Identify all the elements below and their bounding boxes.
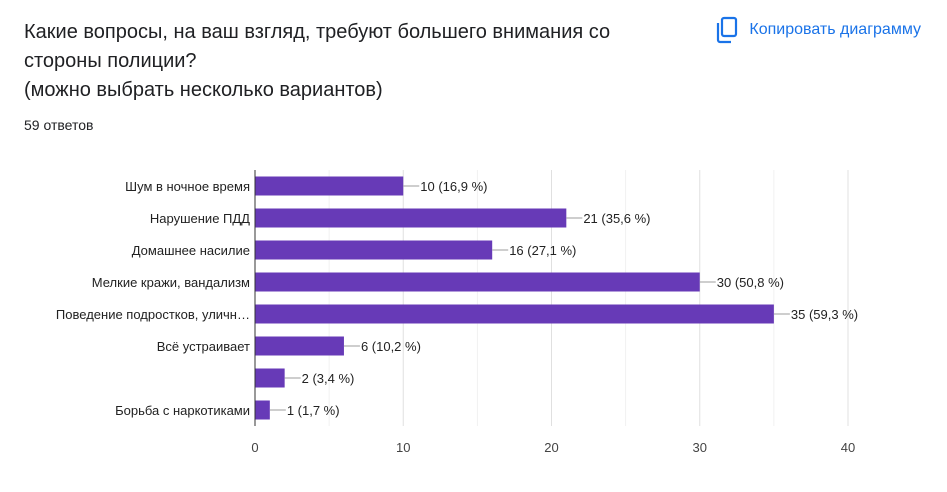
data-label: 2 (3,4 %) (302, 371, 355, 386)
responses-count: 59 ответов (24, 117, 94, 133)
bar (255, 272, 700, 292)
x-tick-label: 30 (693, 440, 707, 455)
category-label: Шум в ночное время (125, 179, 250, 194)
data-label: 16 (27,1 %) (509, 243, 576, 258)
copy-chart-label: Копировать диаграмму (749, 21, 921, 38)
data-label: 30 (50,8 %) (717, 275, 784, 290)
bar (255, 400, 270, 420)
x-tick-label: 40 (841, 440, 855, 455)
x-tick-label: 20 (544, 440, 558, 455)
category-label: Всё устраивает (157, 339, 250, 354)
data-label: 6 (10,2 %) (361, 339, 421, 354)
chart-header: Какие вопросы, на ваш взгляд, требуют бо… (24, 18, 664, 133)
bar (255, 368, 285, 388)
copy-icon (715, 16, 739, 44)
question-title: Какие вопросы, на ваш взгляд, требуют бо… (24, 21, 611, 101)
category-label: Домашнее насилие (132, 243, 250, 258)
category-label: Нарушение ПДД (150, 211, 250, 226)
bar (255, 240, 493, 260)
bar (255, 336, 344, 356)
category-label: Мелкие кражи, вандализм (92, 275, 250, 290)
bar (255, 208, 567, 228)
bar-chart: 0 10 20 30 40 Шум в ночное время 10 (16,9 %) На… (0, 160, 947, 480)
bar (255, 176, 404, 196)
category-label: Борьба с наркотиками (115, 403, 250, 418)
data-label: 10 (16,9 %) (420, 179, 487, 194)
data-label: 1 (1,7 %) (287, 403, 340, 418)
copy-chart-button[interactable]: Копировать диаграмму (715, 16, 921, 44)
chart-svg: 0 10 20 30 40 Шум в ночное время 10 (16,9 %) На… (56, 170, 858, 455)
bar (255, 304, 774, 324)
data-label: 21 (35,6 %) (583, 211, 650, 226)
data-label: 35 (59,3 %) (791, 307, 858, 322)
category-label: Поведение подростков, уличн… (56, 307, 250, 322)
x-tick-label: 10 (396, 440, 410, 455)
x-tick-label: 0 (251, 440, 258, 455)
